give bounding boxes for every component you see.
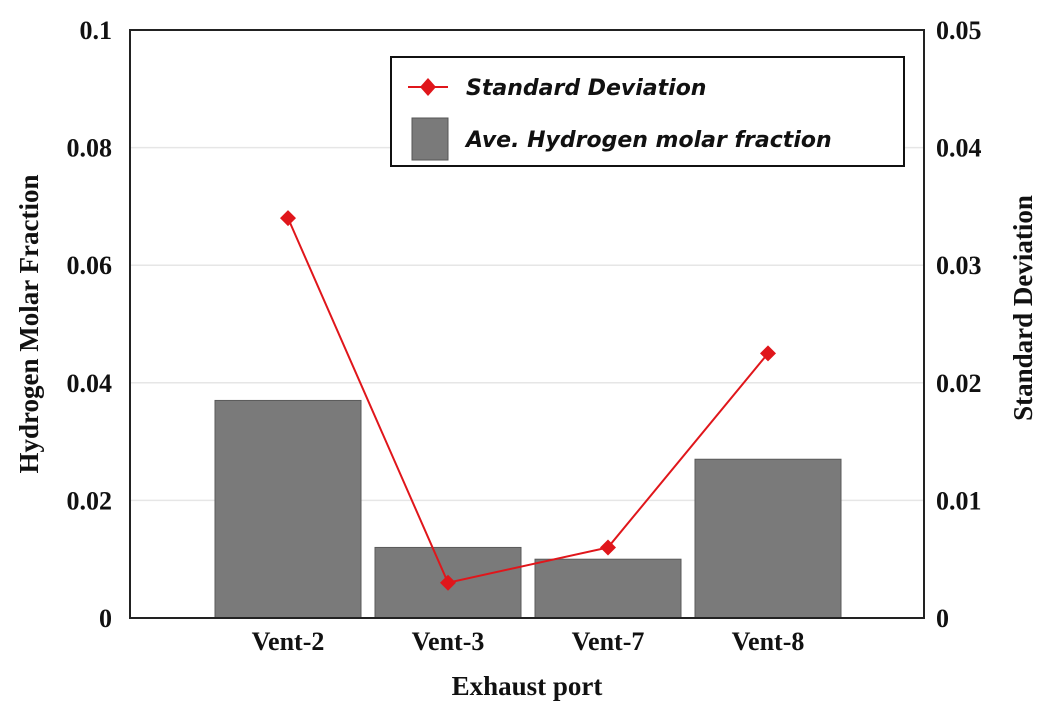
y2-axis-title: Standard Deviation	[1008, 195, 1038, 421]
y-axis-title: Hydrogen Molar Fraction	[14, 175, 44, 474]
left-axis-ticks: 0 0.02 0.04 0.06 0.08 0.1	[67, 16, 113, 633]
left-tick-label: 0	[99, 604, 112, 633]
right-tick-label: 0	[936, 604, 949, 633]
line-series	[280, 210, 776, 591]
category-label-vent-8: Vent-8	[732, 627, 805, 656]
left-tick-label: 0.08	[67, 134, 113, 163]
right-tick-label: 0.05	[936, 16, 982, 45]
left-tick-label: 0.1	[80, 16, 113, 45]
bar-vent-7	[534, 558, 682, 619]
right-tick-label: 0.02	[936, 369, 982, 398]
std-dev-point-vent-2	[280, 210, 296, 227]
category-label-vent-3: Vent-3	[412, 627, 485, 656]
category-label-vent-7: Vent-7	[572, 627, 645, 656]
right-tick-label: 0.01	[936, 486, 982, 515]
x-axis-title: Exhaust port	[452, 671, 603, 701]
legend-label-avg: Ave. Hydrogen molar fraction	[464, 128, 832, 153]
std-dev-line	[287, 217, 769, 584]
std-dev-point-vent-7	[600, 539, 616, 556]
legend-label-std: Standard Deviation	[466, 76, 706, 101]
bar-vent-8	[694, 458, 842, 619]
legend-bar-swatch	[411, 117, 449, 161]
right-tick-label: 0.03	[936, 251, 982, 280]
right-axis-ticks: 0 0.01 0.02 0.03 0.04 0.05	[936, 16, 982, 633]
left-tick-label: 0.02	[67, 486, 113, 515]
std-dev-point-vent-3	[440, 574, 456, 591]
left-tick-label: 0.04	[67, 369, 113, 398]
category-labels: Vent-2 Vent-3 Vent-7 Vent-8	[252, 627, 805, 656]
bar-vent-2	[214, 399, 362, 619]
right-tick-label: 0.04	[936, 134, 982, 163]
left-tick-label: 0.06	[67, 251, 113, 280]
plot-frame	[129, 29, 925, 619]
category-label-vent-2: Vent-2	[252, 627, 325, 656]
bar-series	[214, 399, 842, 619]
legend-diamond-marker	[420, 78, 436, 96]
legend-box	[390, 56, 905, 167]
std-dev-point-vent-8	[760, 345, 776, 362]
legend: Standard Deviation Ave. Hydrogen molar f…	[390, 56, 905, 167]
